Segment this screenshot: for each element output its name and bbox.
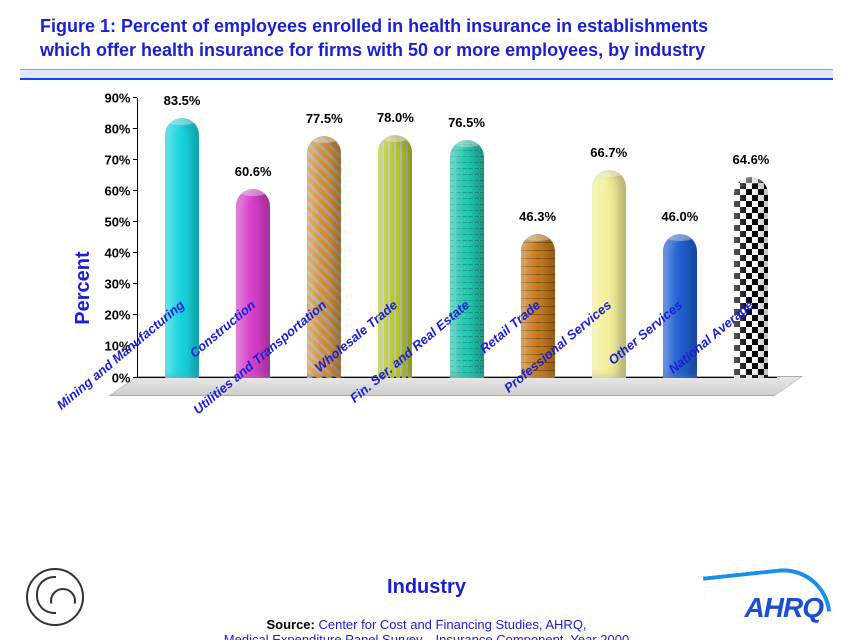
bar-value-label: 60.6%	[218, 164, 288, 179]
y-tick-label: 0%	[112, 370, 137, 385]
y-tick-label: 40%	[104, 246, 136, 261]
source-text-2: Medical Expenditure Panel Survey—Insuran…	[224, 632, 629, 640]
y-tick-label: 90%	[104, 90, 136, 105]
y-tick-label: 20%	[104, 308, 136, 323]
title-line-2: which offer health insurance for firms w…	[40, 40, 705, 60]
bar-value-label: 83.5%	[147, 93, 217, 108]
bar	[165, 118, 199, 378]
bar-value-label: 76.5%	[432, 115, 502, 130]
chart-title: Figure 1: Percent of employees enrolled …	[0, 0, 853, 69]
title-underline	[20, 69, 833, 80]
logo-row: AHRQ	[0, 560, 853, 630]
bar-value-label: 64.6%	[716, 152, 786, 167]
bar	[734, 177, 768, 378]
y-tick-label: 70%	[104, 152, 136, 167]
bars-container: 83.5%Mining and Manufacturing60.6%Constr…	[137, 98, 777, 378]
bar-value-label: 66.7%	[574, 145, 644, 160]
bar-value-label: 77.5%	[289, 111, 359, 126]
bar	[378, 135, 412, 378]
y-tick-label: 60%	[104, 183, 136, 198]
bar-value-label: 46.0%	[645, 209, 715, 224]
bar-value-label: 78.0%	[360, 110, 430, 125]
plot-area: 0%10%20%30%40%50%60%70%80%90% 83.5%Minin…	[137, 98, 777, 378]
y-tick-label: 30%	[104, 277, 136, 292]
y-tick-label: 80%	[104, 121, 136, 136]
bar-value-label: 46.3%	[503, 209, 573, 224]
y-tick-label: 50%	[104, 215, 136, 230]
ahrq-logo: AHRQ	[745, 592, 823, 624]
title-line-1: Figure 1: Percent of employees enrolled …	[40, 16, 708, 36]
y-axis-label: Percent	[72, 251, 95, 324]
hhs-logo-icon	[26, 568, 84, 626]
bar-chart: Percent 0%10%20%30%40%50%60%70%80%90% 83…	[57, 88, 797, 488]
